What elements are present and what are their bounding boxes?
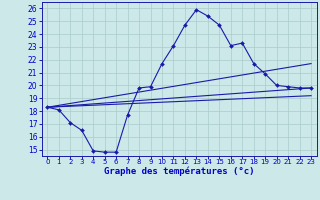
X-axis label: Graphe des températures (°c): Graphe des températures (°c) — [104, 166, 254, 176]
